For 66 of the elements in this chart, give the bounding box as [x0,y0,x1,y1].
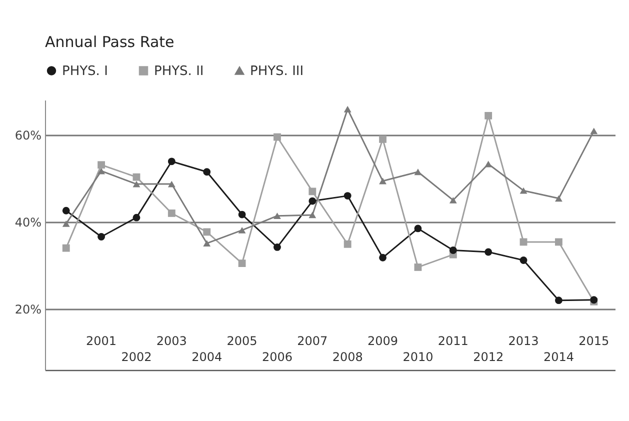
point [62,206,70,214]
point [344,192,352,200]
x-tick-label: 2004 [192,350,222,364]
point [414,168,422,176]
x-tick-label: 2008 [332,350,363,364]
point [203,168,211,176]
point [274,212,281,220]
point [484,160,492,168]
point [168,180,176,188]
point [98,161,106,169]
point [344,106,352,112]
point [308,212,316,218]
point [484,112,492,120]
x-tick-label: 2005 [226,334,258,348]
point [379,178,386,184]
point [520,187,528,194]
point [62,244,70,252]
point [554,238,562,246]
point [379,135,386,143]
x-tick-label: 2013 [508,334,539,348]
point [449,246,457,254]
point [274,243,281,251]
point [344,240,352,248]
legend-label: PHYS. III [250,64,304,79]
point [414,224,422,232]
point [238,227,246,234]
x-tick-label: 2006 [262,350,292,364]
point [98,168,106,174]
point [554,195,562,202]
point [308,197,316,205]
point [379,254,386,262]
x-tick-label: 2012 [473,350,504,364]
legend-label: PHYS. II [154,64,204,79]
point [238,210,246,218]
y-tick-label: 40% [14,215,42,230]
point [132,214,140,222]
point [203,240,211,246]
x-tick-label: 2011 [438,334,468,348]
point [98,233,106,240]
chart-title: Annual Pass Rate [45,33,174,51]
point [203,228,211,236]
point [132,173,140,181]
point [414,264,422,271]
x-tick-label: 2015 [578,334,610,348]
x-tick-label: 2014 [543,350,574,364]
point [62,220,70,227]
point [590,128,598,134]
legend-label: PHYS. I [62,64,108,79]
point [274,133,281,141]
x-tick-label: 2009 [368,334,398,348]
x-tick-label: 2003 [156,334,187,348]
y-tick-label: 20% [14,302,42,317]
point [132,180,140,188]
x-tick-label: 2010 [402,350,434,364]
x-tick-label: 2002 [121,350,152,364]
point [520,256,528,264]
point [554,296,562,304]
x-tick-label: 2001 [86,334,117,348]
point [449,196,457,204]
x-tick-label: 2007 [297,334,328,348]
point [168,158,176,166]
point [308,188,316,196]
y-tick-label: 60% [14,128,42,142]
point [484,248,492,256]
point [238,260,246,268]
point [168,210,176,217]
